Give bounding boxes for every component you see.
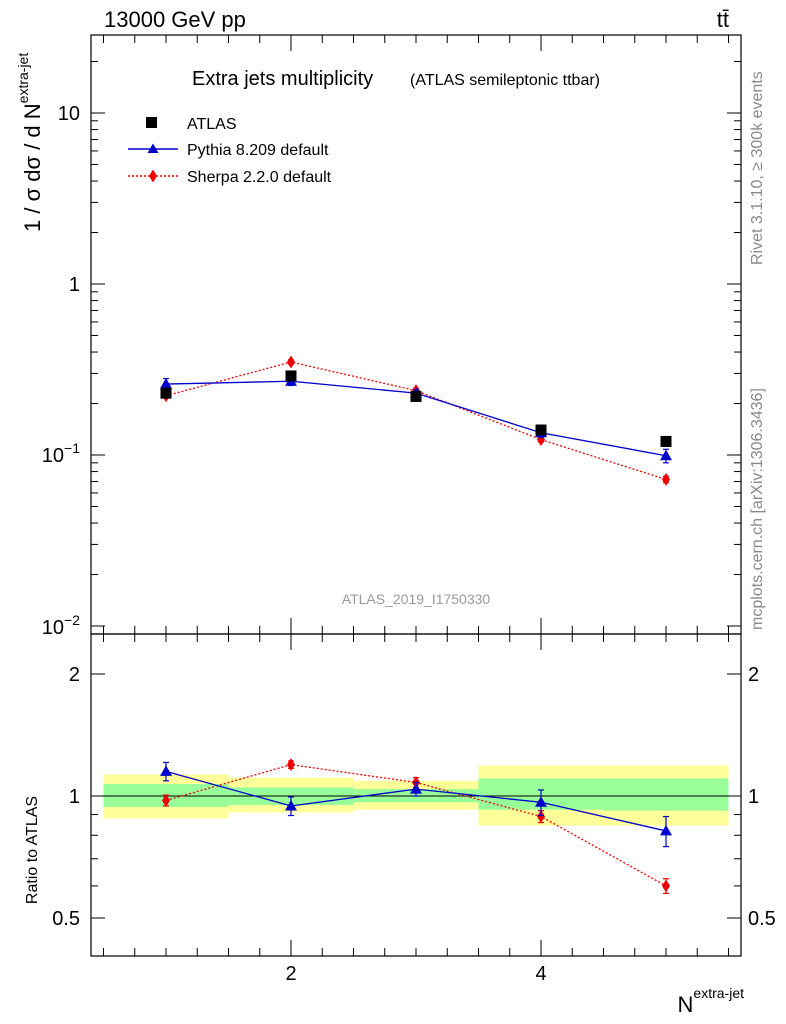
ratio-y-ticks [91,673,741,919]
energy-label: 13000 GeV pp [104,7,246,32]
band-inner-5 [603,778,729,811]
legend-pythia-label: Pythia 8.209 default [187,142,329,159]
analysis-label: ATLAS_2019_I1750330 [342,591,491,607]
rivet-label: Rivet 3.1.10, ≥ 300k events [749,71,766,265]
legend: ATLAS Pythia 8.209 default Sherpa 2.2.0 … [128,116,332,186]
x-axis-label-text: N [678,992,694,1017]
pythia-point [535,796,547,807]
ratio-y-tick-label-left: 1 [69,786,80,808]
pythia-point [160,765,172,776]
pythia-point [160,378,172,389]
x-axis-label-sup: extra-jet [693,985,744,1001]
x-tick-label: 2 [285,963,296,985]
pythia-point [410,783,422,794]
main-y-label-text: 1 / σ dσ / d N [20,103,45,232]
main-y-tick-exp: −1 [64,440,80,456]
x-ticks [103,35,729,956]
atlas-point [285,370,297,382]
mcplots-label: mcplots.cern.ch [arXiv:1306.3436] [749,388,766,630]
ratio-y-tick-label-left: 0.5 [52,908,80,930]
ratio-y-tick-label-right: 2 [748,664,759,686]
atlas-point [660,435,672,447]
main-y-label: 1 / σ dσ / d Nextra-jet [15,53,45,232]
process-label: tt̄ [717,7,729,32]
sherpa-point [537,810,545,824]
pythia-point [660,824,672,836]
main-y-tick-label: 10−2 [42,612,80,639]
sherpa-point [287,355,295,369]
sherpa-point [287,758,295,772]
ratio-y-tick-label-right: 1 [748,786,759,808]
ratio-y-label: Ratio to ATLAS [24,796,41,904]
ratio-y-tick-label-left: 2 [69,664,80,686]
atlas-point [535,424,547,436]
main-y-tick-label: 10−1 [42,440,80,467]
legend-sherpa-marker [149,169,157,183]
pythia-point [285,799,297,811]
sherpa-point [162,793,170,807]
atlas-point [160,387,172,399]
main-y-tick-base: 10 [42,617,64,639]
main-y-tick-label: 1 [69,274,80,296]
sherpa-point [662,879,670,893]
legend-sherpa-label: Sherpa 2.2.0 default [187,169,332,186]
x-axis-label: Nextra-jet [678,985,745,1017]
legend-pythia-marker [147,143,159,153]
sherpa-point [662,472,670,486]
sherpa-line [165,361,667,481]
ratio-y-tick-label-right: 0.5 [748,908,776,930]
x-tick-label: 4 [535,963,546,985]
atlas-point [410,390,422,402]
main-y-tick-base: 10 [42,445,64,467]
main-y-tick-base: 10 [58,103,80,125]
pythia-point [660,449,672,461]
ratio-panel: 2 2 1 1 0.5 0.5 [52,633,776,957]
main-y-tick-base: 1 [69,274,80,296]
legend-atlas-label: ATLAS [187,116,237,133]
main-y-ticks [91,61,741,627]
main-y-tick-label: 10 [58,103,80,125]
legend-atlas-marker [146,117,157,128]
main-y-tick-exp: −2 [64,612,80,628]
chart-title: Extra jets multiplicity [192,68,373,90]
main-y-label-sup: extra-jet [15,53,31,104]
chart-subtitle: (ATLAS semileptonic ttbar) [410,72,600,89]
